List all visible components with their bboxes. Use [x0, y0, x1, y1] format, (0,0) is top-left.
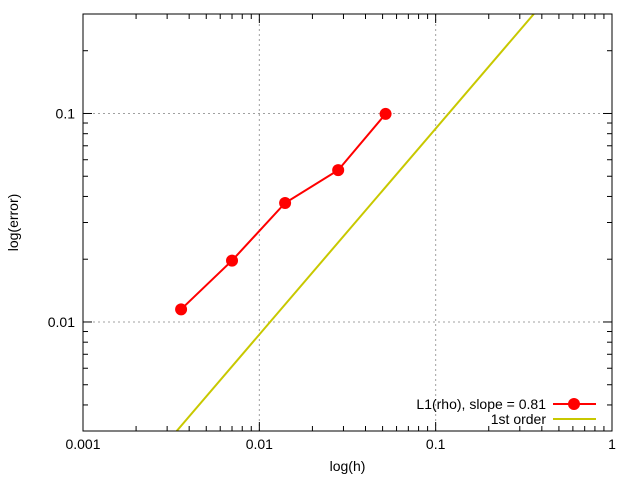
x-tick-label: 1: [608, 436, 616, 452]
major-ticks: [82, 14, 613, 431]
y-tick-labels: 0.01 0.1: [48, 105, 75, 329]
series-0: [175, 107, 392, 316]
legend-label: 1st order: [491, 411, 547, 427]
grid: [83, 14, 612, 431]
legend-label: L1(rho), slope = 0.81: [416, 396, 546, 412]
y-axis-label: log(error): [5, 194, 21, 252]
x-tick-label: 0.001: [65, 436, 100, 452]
data-point: [279, 197, 292, 210]
plot-frame: [82, 13, 613, 432]
y-tick-label: 0.1: [56, 105, 76, 121]
x-tick-label: 0.1: [426, 436, 446, 452]
series-line: [175, 14, 535, 431]
data-point: [332, 164, 345, 177]
data-point: [379, 107, 392, 120]
data-point: [226, 254, 239, 267]
y-tick-label: 0.01: [48, 314, 75, 330]
x-axis-label: log(h): [330, 458, 366, 474]
series: [175, 14, 535, 431]
x-tick-label: 0.01: [246, 436, 273, 452]
x-tick-labels: 0.001 0.01 0.1 1: [65, 436, 616, 452]
series-line: [180, 113, 387, 311]
legend-swatch-marker: [568, 398, 580, 410]
data-point: [175, 303, 188, 316]
minor-ticks: [83, 14, 612, 431]
series-1: [175, 14, 535, 431]
